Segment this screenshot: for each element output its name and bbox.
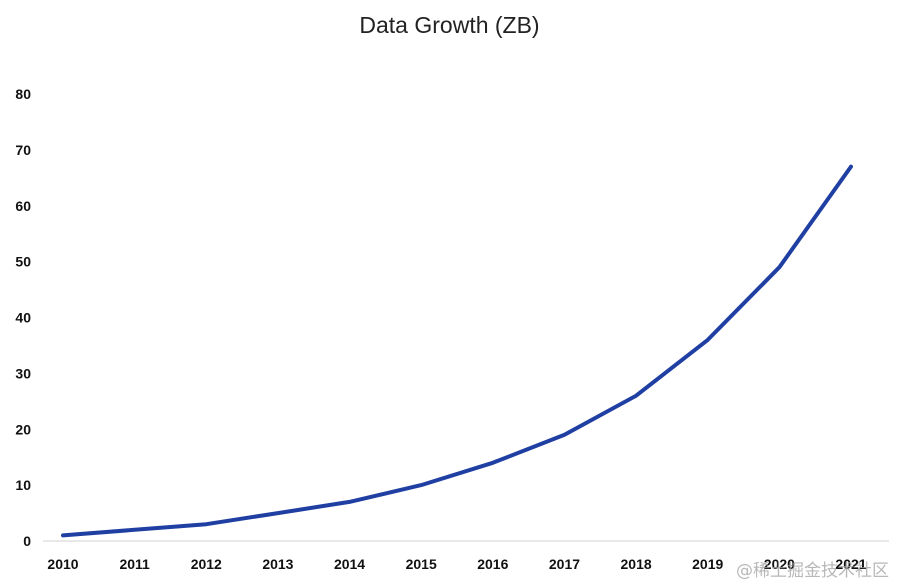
y-tick-label: 50 [15,254,31,270]
y-tick-label: 70 [15,142,31,158]
x-tick-label: 2017 [549,556,580,572]
x-axis-ticks: 2010 2011 2012 2013 2014 2015 2016 2017 2018 2019… [47,556,866,572]
y-axis-ticks: 0 10 20 30 40 50 60 70 80 [15,86,31,549]
x-tick-label: 2015 [406,556,437,572]
x-tick-label: 2010 [47,556,78,572]
y-tick-label: 10 [15,477,31,493]
series-layer [61,164,853,538]
x-tick-label: 2011 [119,556,150,572]
y-tick-label: 80 [15,86,31,102]
x-tick-label: 2019 [692,556,723,572]
x-tick-label: 2018 [621,556,652,572]
x-tick-label: 2020 [764,556,795,572]
x-tick-label: 2016 [477,556,508,572]
x-tick-label: 2014 [334,556,365,572]
y-tick-label: 40 [15,310,31,326]
y-tick-label: 0 [23,533,31,549]
watermark: @稀土掘金技术社区 [736,561,889,581]
x-tick-label: 2021 [835,556,866,572]
y-tick-label: 60 [15,198,31,214]
y-tick-label: 30 [15,365,31,381]
y-tick-label: 20 [15,421,31,437]
chart-title: Data Growth (ZB) [359,12,540,38]
x-tick-label: 2012 [191,556,222,572]
x-tick-label: 2013 [262,556,293,572]
series-line [61,164,853,538]
